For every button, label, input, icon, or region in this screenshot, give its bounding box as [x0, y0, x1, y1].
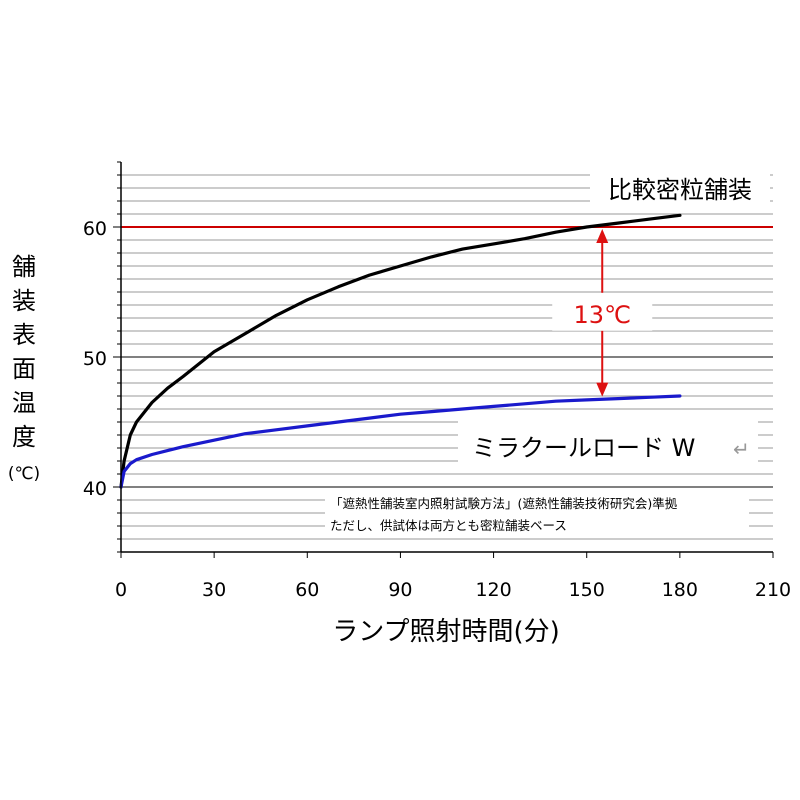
annotation-bg: [552, 292, 653, 331]
x-tick-label: 30: [202, 579, 226, 601]
y-tick-label: 40: [83, 478, 107, 500]
x-tick-label: 210: [755, 579, 791, 601]
y-axis-label-text: 舗装表面温度: [12, 250, 36, 454]
y-tick-label: 50: [83, 348, 107, 370]
grid-lines: [121, 174, 773, 540]
y-axis-label-char: 面: [12, 355, 36, 383]
note-line-2: ただし、供試体は両方とも密粒舗装ベース: [330, 518, 567, 533]
y-axis-unit: (℃): [7, 464, 41, 484]
x-tick-label: 0: [115, 579, 127, 601]
x-tick-label: 120: [475, 579, 511, 601]
x-tick-label: 150: [569, 579, 605, 601]
y-tick-label: 60: [83, 218, 107, 240]
series-label-1: 比較密粒舗装: [608, 176, 752, 204]
series-line-2: [119, 394, 682, 489]
x-tick-label: 180: [662, 579, 698, 601]
x-axis-label: ランプ照射時間(分): [332, 617, 560, 647]
x-tick-label: 60: [295, 579, 319, 601]
y-axis-label-char: 表: [12, 321, 36, 349]
notes-bg: [325, 490, 749, 536]
x-tick-label: 90: [388, 579, 412, 601]
difference-annotation: 13℃: [552, 229, 653, 397]
series-lines: [119, 213, 682, 489]
axes: [113, 161, 774, 558]
note-line-1: 「遮熱性舗装室内照射試験方法」(遮熱性舗装技術研究会)準拠: [330, 496, 678, 511]
y-axis-label-char: 装: [12, 287, 36, 315]
series-line-1: [119, 213, 682, 489]
return-marker: ↵: [733, 437, 750, 461]
annotation-text: 13℃: [573, 301, 631, 329]
arrow-head-down: [596, 382, 609, 397]
y-axis-label-char: 度: [12, 423, 36, 451]
arrow-head-up: [596, 229, 609, 243]
y-axis-label: 舗装表面温度 (℃): [2, 250, 46, 484]
notes-group: 「遮熱性舗装室内照射試験方法」(遮熱性舗装技術研究会)準拠ただし、供試体は両方と…: [325, 490, 749, 536]
series-label-bg-1: [590, 170, 770, 208]
series-label-2: ミラクールロード W: [472, 434, 695, 462]
y-axis-label-char: 温: [12, 389, 36, 417]
tick-labels: 40 50 60 0 30 60 90 120 150 180 210: [83, 218, 791, 601]
series-label-bg-2: [458, 420, 758, 472]
y-axis-label-char: 舗: [12, 253, 36, 281]
